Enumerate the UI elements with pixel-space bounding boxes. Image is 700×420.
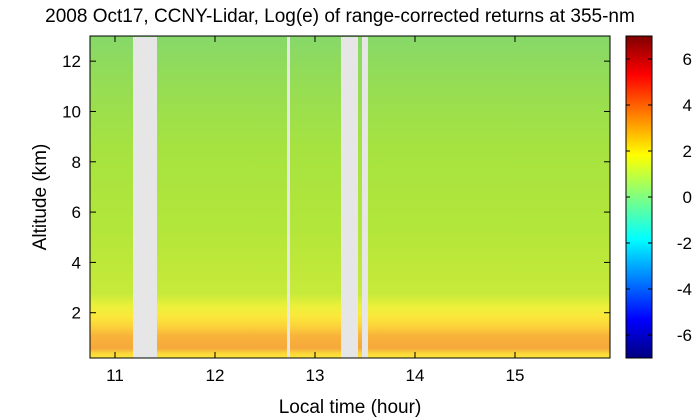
- x-tick-label: 14: [406, 366, 425, 385]
- x-axis-ticks: 11 12 13 14 15: [106, 36, 524, 385]
- y-tick-label: 10: [62, 102, 81, 121]
- plot-frame: [89, 35, 611, 359]
- data-gap-1: [133, 37, 157, 358]
- y-tick-label: 2: [72, 304, 81, 323]
- colorbar-tick-label: 4: [683, 96, 692, 115]
- y-tick-label: 8: [72, 153, 81, 172]
- colorbar: 6 4 2 0 -2 -4 -6: [625, 35, 692, 359]
- x-tick-label: 12: [206, 366, 225, 385]
- colorbar-ticks: 6 4 2 0 -2 -4 -6: [626, 50, 692, 345]
- x-tick-label: 15: [506, 366, 525, 385]
- x-axis-title: Local time (hour): [279, 397, 422, 418]
- y-axis-title: Altitude (km): [30, 144, 51, 251]
- y-tick-label: 6: [72, 203, 81, 222]
- data-gap-4: [362, 37, 368, 358]
- colorbar-tick-label: -2: [677, 234, 692, 253]
- y-tick-label: 4: [72, 253, 81, 272]
- data-gaps: [133, 37, 368, 358]
- x-tick-label: 13: [306, 366, 325, 385]
- colorbar-tick-label: 0: [683, 188, 692, 207]
- data-gap-3: [341, 37, 358, 358]
- colorbar-tick-label: 2: [683, 142, 692, 161]
- x-tick-label: 11: [106, 366, 124, 385]
- plot-area: 11 12 13 14 15 2 4 6 8 10 12: [62, 35, 611, 385]
- colorbar-tick-label: -4: [677, 280, 692, 299]
- colorbar-scale: [625, 35, 653, 359]
- y-tick-label: 12: [62, 52, 81, 71]
- data-gap-2: [287, 37, 290, 358]
- colorbar-tick-label: -6: [677, 326, 692, 345]
- y-axis-ticks: 2 4 6 8 10 12: [62, 52, 610, 323]
- colorbar-tick-label: 6: [683, 50, 692, 69]
- chart-title: 2008 Oct17, CCNY-Lidar, Log(e) of range-…: [45, 6, 635, 27]
